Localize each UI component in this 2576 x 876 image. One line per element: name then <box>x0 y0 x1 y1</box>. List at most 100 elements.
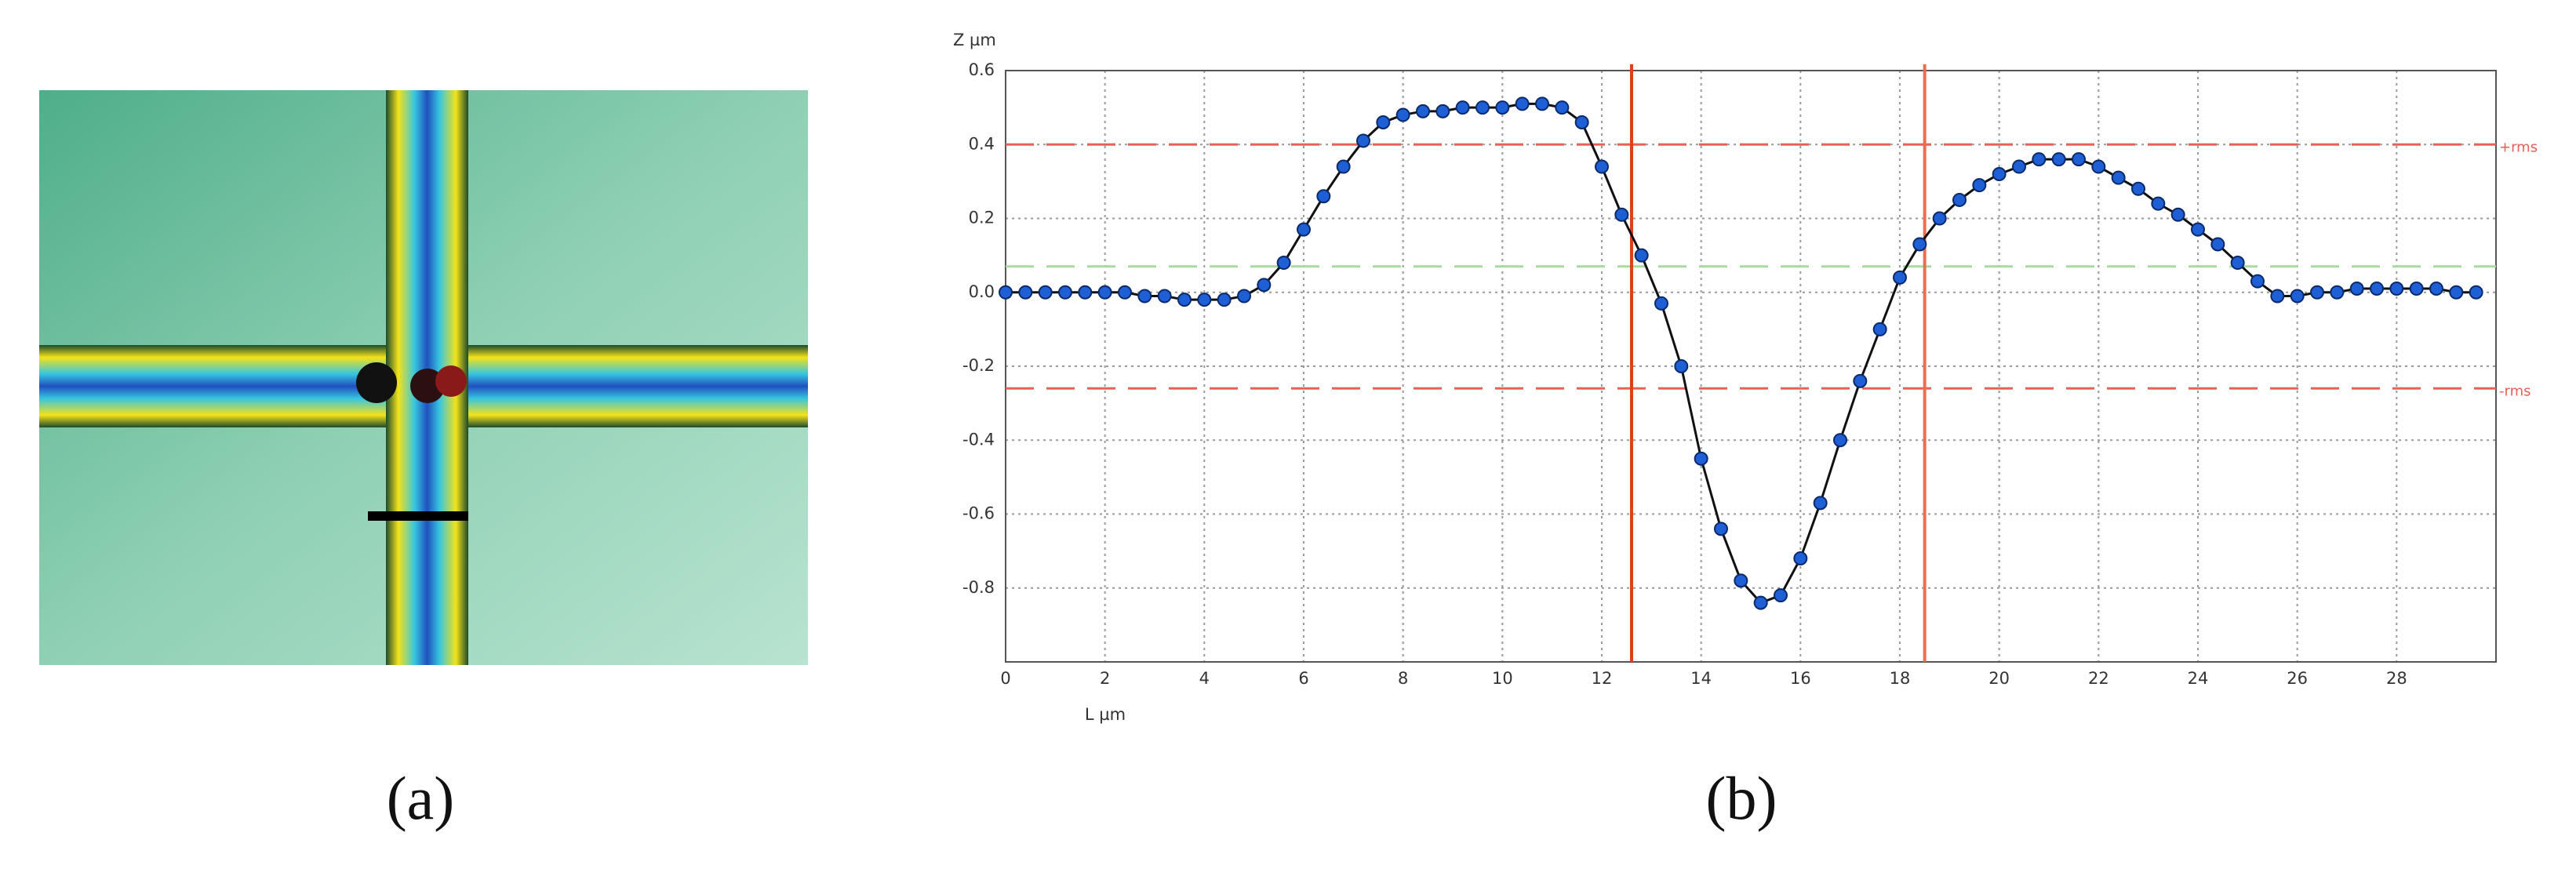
data-point <box>1654 296 1668 311</box>
data-point <box>1893 270 1907 285</box>
data-point <box>1455 100 1470 115</box>
data-point <box>1316 189 1331 204</box>
profile-line <box>1006 102 2476 605</box>
data-point <box>2409 282 2424 296</box>
data-point <box>1058 285 1072 300</box>
data-point <box>999 285 1013 300</box>
data-point <box>2330 285 2345 300</box>
x-tick-label: 24 <box>2188 669 2209 688</box>
data-point <box>2051 152 2066 167</box>
data-point <box>1257 278 1272 293</box>
data-point <box>2429 282 2443 296</box>
data-point <box>1634 248 1649 263</box>
data-point <box>1435 104 1450 118</box>
y-tick-label: -0.4 <box>962 430 995 449</box>
data-point <box>1912 237 1927 252</box>
data-point <box>2270 289 2285 304</box>
data-point <box>1137 289 1152 304</box>
data-point <box>1515 96 1530 111</box>
data-point <box>2230 256 2245 271</box>
data-point <box>2250 274 2265 289</box>
data-point <box>1595 159 1609 174</box>
data-point <box>2151 196 2166 211</box>
data-point <box>1118 285 1132 300</box>
y-tick-label: 0.4 <box>969 134 995 153</box>
data-point <box>1774 588 1788 603</box>
data-point <box>1475 100 1490 115</box>
data-point <box>1972 178 1987 193</box>
data-point <box>1197 293 1212 307</box>
y-tick-label: -0.8 <box>962 578 995 597</box>
x-tick-label: 28 <box>2386 669 2407 688</box>
micrograph <box>39 90 808 665</box>
panel-label: (a) <box>387 764 455 832</box>
data-point <box>1753 595 1768 610</box>
data-point <box>2111 170 2126 185</box>
y-tick-label: -0.6 <box>962 504 995 523</box>
y-tick-label: 0.6 <box>969 60 995 79</box>
data-point <box>2170 207 2185 222</box>
data-point <box>1694 451 1708 466</box>
data-point <box>1574 114 1589 129</box>
data-point <box>1276 256 1291 271</box>
data-point <box>1535 96 1549 111</box>
x-tick-label: 2 <box>1100 669 1110 688</box>
y-tick-label: -0.2 <box>962 356 995 375</box>
data-point <box>1853 373 1868 388</box>
data-point <box>2349 282 2364 296</box>
data-point <box>1177 293 1192 307</box>
reference-label: +rms <box>2499 139 2538 155</box>
data-point <box>1952 192 1967 207</box>
data-point <box>1297 222 1311 237</box>
data-point <box>1097 285 1112 300</box>
data-point <box>1395 107 1410 122</box>
data-point <box>2290 289 2305 304</box>
data-point <box>1336 159 1351 174</box>
x-tick-label: 4 <box>1199 669 1210 688</box>
x-tick-label: 14 <box>1690 669 1712 688</box>
plot-frame <box>1005 70 2497 663</box>
data-point <box>1217 293 1232 307</box>
data-point <box>2210 237 2225 252</box>
data-point <box>1376 114 1391 129</box>
data-point <box>1734 573 1748 588</box>
data-point <box>1495 100 1510 115</box>
data-point <box>2389 282 2404 296</box>
data-point <box>1157 289 1172 304</box>
x-tick-label: 6 <box>1298 669 1308 688</box>
data-point <box>1614 207 1629 222</box>
y-tick-label: 0.0 <box>969 282 995 301</box>
data-point <box>1356 133 1370 148</box>
data-point <box>1038 285 1053 300</box>
profile-chart: Z µm L µm 0.6 0.4 0.2 0.0 -0.2 -0.4 -0.6 -0.8 0 2… <box>953 31 2538 724</box>
data-point <box>1555 100 1570 115</box>
x-tick-label: 18 <box>1890 669 1911 688</box>
data-point <box>2469 285 2483 300</box>
x-tick-label: 10 <box>1492 669 1513 688</box>
x-tick-label: 0 <box>1000 669 1010 688</box>
x-tick-label: 12 <box>1592 669 1613 688</box>
data-point <box>2370 282 2384 296</box>
x-tick-label: 8 <box>1398 669 1408 688</box>
data-point <box>2449 285 2464 300</box>
data-point <box>2310 285 2324 300</box>
data-point <box>2072 152 2086 167</box>
data-point <box>1674 359 1689 373</box>
data-point <box>1833 433 1847 448</box>
x-tick-label: 20 <box>1988 669 2010 688</box>
x-tick-label: 16 <box>1790 669 1811 688</box>
data-point <box>1714 522 1728 536</box>
data-point <box>2191 222 2205 237</box>
y-tick-label: 0.2 <box>969 209 995 227</box>
data-point <box>1932 211 1947 226</box>
x-tick-label: 26 <box>2287 669 2308 688</box>
data-point <box>1793 551 1808 566</box>
data-point <box>2131 181 2145 196</box>
data-point <box>1992 166 2007 181</box>
data-point <box>1872 322 1887 336</box>
data-point <box>1416 104 1430 118</box>
panel-label: (b) <box>1706 764 1777 832</box>
data-point <box>1018 285 1033 300</box>
